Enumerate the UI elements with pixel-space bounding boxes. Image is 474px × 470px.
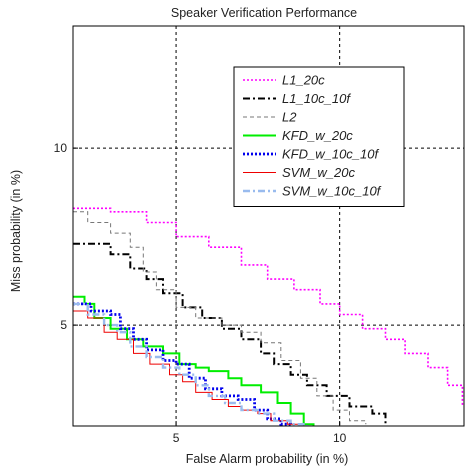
legend-label: L1_10c_10f	[282, 91, 351, 106]
series-line-l1-10c-10f	[73, 242, 387, 425]
x-axis-label: False Alarm probability (in %)	[186, 452, 349, 466]
y-axis-label: Miss probability (in %)	[9, 170, 23, 292]
legend-label: SVM_w_10c_10f	[282, 184, 382, 199]
legend-label: SVM_w_20c	[282, 165, 355, 180]
series-line-l2	[73, 211, 367, 425]
axis-ticks: 5 10 5 10	[54, 141, 347, 445]
series-line-kfd-w-20c	[73, 295, 315, 426]
series-line-kfd-w-10c-10f	[73, 302, 292, 426]
legend: L1_20c L1_10c_10f L2 KFD_w_20c KFD_w_10c_10f…	[233, 66, 405, 207]
legend-label: L1_20c	[282, 73, 325, 88]
series-line-svm-w-10c-10f	[73, 302, 309, 426]
chart-title: Speaker Verification Performance	[171, 6, 357, 20]
legend-label: KFD_w_10c_10f	[282, 147, 379, 162]
y-tick-label: 5	[60, 318, 67, 332]
x-tick-label: 5	[173, 431, 180, 445]
y-tick-label: 10	[54, 141, 68, 155]
x-tick-label: 10	[333, 431, 347, 445]
legend-box	[233, 66, 405, 207]
legend-label: L2	[282, 110, 297, 125]
series-lines	[73, 207, 464, 426]
legend-label: KFD_w_20c	[282, 128, 353, 143]
plot-frame	[72, 25, 465, 427]
series-line-l1-20c	[73, 207, 464, 407]
